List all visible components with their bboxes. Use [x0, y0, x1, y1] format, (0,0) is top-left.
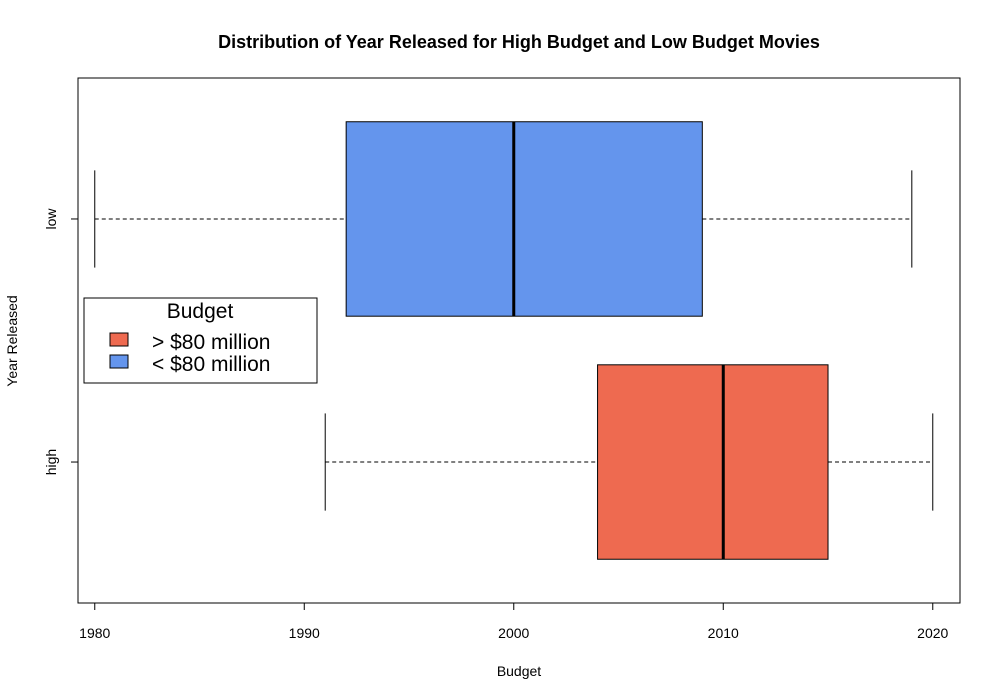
chart-title: Distribution of Year Released for High B…	[218, 32, 820, 52]
legend: Budget > $80 million < $80 million	[83, 297, 318, 384]
x-tick-label-1990: 1990	[289, 625, 320, 641]
x-axis: 1980 1990 2000 2010 2020	[79, 602, 949, 641]
x-axis-label: Budget	[497, 663, 541, 679]
x-tick-label-1980: 1980	[79, 625, 110, 641]
box-high	[597, 364, 829, 560]
legend-swatch-high	[109, 332, 129, 347]
x-tick-label-2010: 2010	[708, 625, 739, 641]
y-tick-label-low: low	[43, 208, 59, 230]
x-tick-label-2020: 2020	[917, 625, 948, 641]
legend-swatch-low	[109, 354, 129, 369]
box-group	[94, 121, 934, 560]
legend-label-high: > $80 million	[152, 331, 270, 354]
y-tick-label-high: high	[43, 449, 59, 475]
x-tick-label-2000: 2000	[498, 625, 529, 641]
legend-label-low: < $80 million	[152, 353, 270, 376]
box-low	[345, 121, 703, 317]
y-axis-label: Year Released	[4, 295, 20, 386]
y-axis: high low	[43, 208, 79, 475]
legend-title: Budget	[167, 300, 234, 323]
